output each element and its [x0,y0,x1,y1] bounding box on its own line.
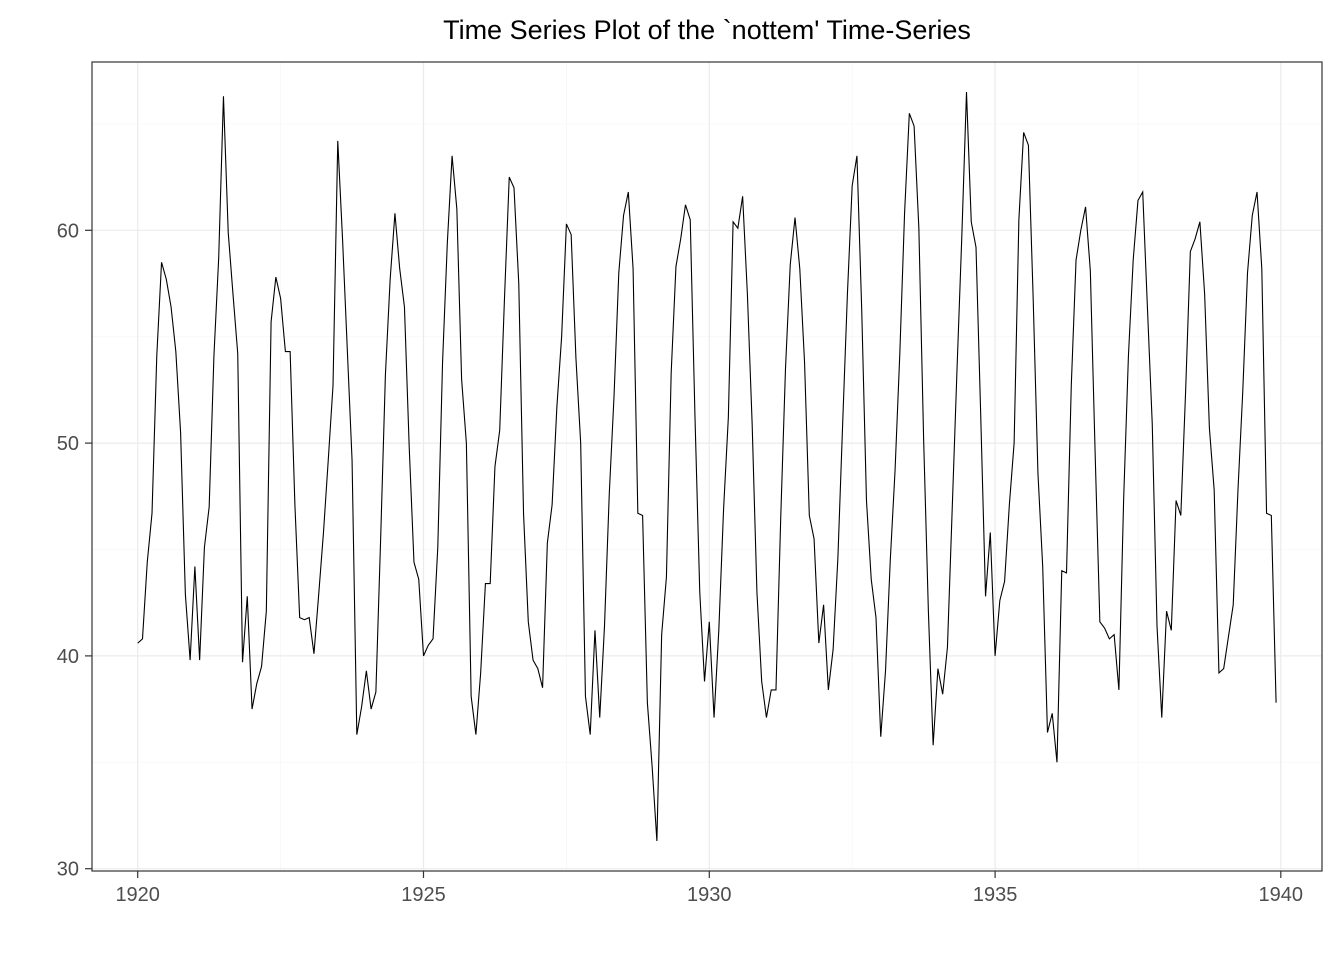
panel-border [91,61,1323,872]
y-tick-label: 30 [57,859,79,881]
nottem-series-line [137,91,1277,842]
x-tick-label: 1930 [687,884,732,906]
y-tick-label: 60 [57,220,79,242]
x-tick-label: 1925 [401,884,446,906]
x-tick-label: 1920 [115,884,160,906]
x-tick-label: 1940 [1259,884,1304,906]
chart-title: Time Series Plot of the `nottem' Time-Se… [443,15,971,45]
y-tick-label: 50 [57,433,79,455]
panel-background [92,62,1322,871]
x-tick-label: 1935 [973,884,1018,906]
y-tick-label: 40 [57,646,79,668]
